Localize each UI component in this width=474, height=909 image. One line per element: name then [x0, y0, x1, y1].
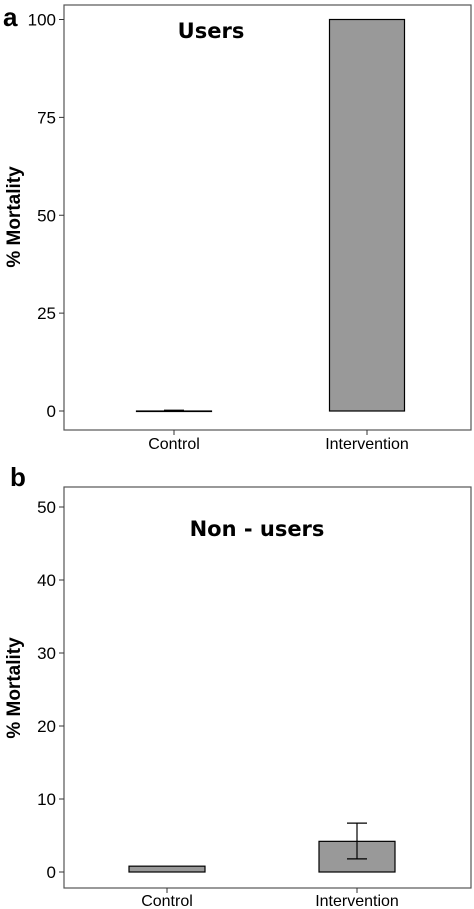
- y-tick-label: 75: [37, 108, 56, 127]
- plot-frame-a: [63, 4, 472, 431]
- panel-label-b: b: [10, 462, 26, 492]
- x-category-label: Intervention: [325, 436, 409, 453]
- chart-title-a: Users: [178, 19, 245, 43]
- error-bar-intervention: [347, 822, 367, 860]
- panel-a: a Users % Mortality 0 25 50 75 100 Control In…: [3, 2, 472, 453]
- x-category-label: Control: [148, 436, 200, 453]
- y-tick-label: 100: [28, 11, 56, 30]
- y-tick-label: 20: [37, 717, 56, 736]
- x-categories-b: Control Intervention: [141, 893, 399, 909]
- panel-b: b Non - users % Mortality 0 10 20 30 40 50 Co…: [4, 462, 472, 909]
- y-ticks-a: 0 25 50 75 100: [28, 11, 64, 421]
- bar-intervention: [328, 18, 406, 412]
- y-tick-label: 30: [37, 644, 56, 663]
- error-bars-a: [164, 409, 184, 412]
- y-tick-label: 50: [37, 498, 56, 517]
- y-axis-label-a: % Mortality: [4, 166, 25, 268]
- y-tick-label: 25: [37, 304, 56, 323]
- panel-label-a: a: [3, 2, 18, 32]
- error-bar-control: [164, 409, 184, 412]
- y-tick-label: 0: [47, 402, 56, 421]
- y-tick-label: 10: [37, 790, 56, 809]
- y-tick-label: 50: [37, 206, 56, 225]
- chart-title-b: Non - users: [190, 517, 325, 541]
- y-ticks-b: 0 10 20 30 40 50: [37, 498, 64, 882]
- x-category-label: Intervention: [315, 893, 399, 909]
- bar-control: [128, 865, 206, 873]
- error-bars-b: [347, 822, 367, 860]
- bars-b: [128, 840, 396, 893]
- bars-a: [135, 18, 406, 435]
- x-category-label: Control: [141, 893, 193, 909]
- y-tick-label: 40: [37, 571, 56, 590]
- plot-frame-b: [63, 486, 472, 889]
- y-tick-label: 0: [47, 863, 56, 882]
- x-categories-a: Control Intervention: [148, 436, 409, 453]
- y-axis-label-b: % Mortality: [4, 637, 25, 739]
